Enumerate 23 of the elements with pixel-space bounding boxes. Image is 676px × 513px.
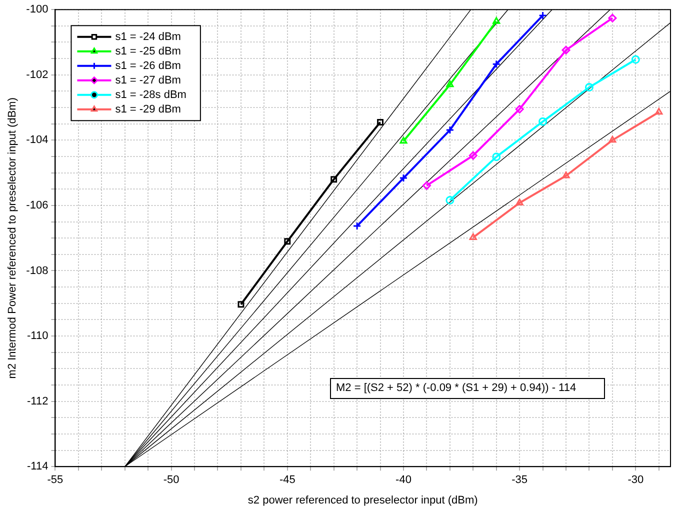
- y-tick-label: -102: [26, 68, 48, 81]
- legend-label: s1 = -24 dBm: [115, 30, 181, 43]
- x-tick-label: -35: [512, 474, 528, 486]
- x-tick-label: -45: [279, 474, 296, 486]
- x-tick-label: -40: [396, 474, 412, 486]
- y-tick-label: -100: [26, 4, 48, 16]
- y-tick-label: -112: [27, 395, 48, 408]
- y-tick-label: -110: [27, 330, 48, 342]
- legend-label: s1 = -28s dBm: [115, 88, 186, 101]
- x-axis-title: s2 power referenced to preselector input (dBm): [248, 494, 478, 506]
- y-tick-label: -104: [26, 134, 48, 146]
- x-tick-label: -50: [163, 474, 180, 486]
- legend-label: s1 = -26 dBm: [115, 60, 181, 72]
- legend-label: s1 = -25 dBm: [115, 45, 181, 58]
- x-tick-label: -30: [628, 474, 644, 486]
- legend-label: s1 = -27 dBm: [115, 74, 181, 86]
- y-tick-label: -114: [27, 460, 48, 473]
- x-tick-label: -55: [47, 474, 64, 486]
- legend-label: s1 = -29 dBm: [115, 103, 181, 116]
- y-axis-title: m2 Intermod Power referenced to preselector input (dBm): [6, 97, 19, 379]
- y-tick-label: -106: [26, 199, 48, 212]
- annotation: M2 = [(S2 + 52) * (-0.09 * (S1 + 29) + 0.94)) - 114: [330, 378, 605, 399]
- y-tick-label: -108: [26, 264, 48, 277]
